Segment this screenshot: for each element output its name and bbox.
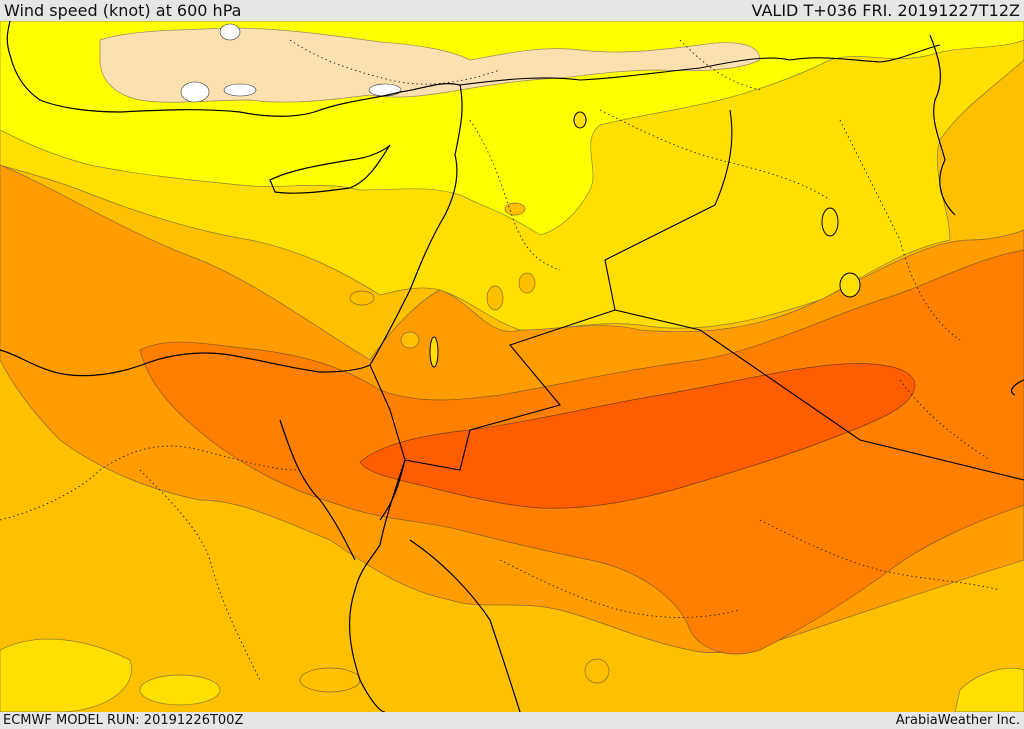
map-header: Wind speed (knot) at 600 hPa VALID T+036… <box>0 0 1024 21</box>
model-run-label: ECMWF MODEL RUN: 20191226T00Z <box>3 713 244 728</box>
coastlines <box>0 21 1024 712</box>
field-gold-cells <box>0 638 1024 712</box>
map-canvas <box>0 21 1024 712</box>
credit-label: ArabiaWeather Inc. <box>895 713 1020 728</box>
internal-boundaries <box>0 39 1001 681</box>
map-title: Wind speed (knot) at 600 hPa <box>4 1 242 20</box>
inland-lakes <box>429 111 861 368</box>
field-small-cells <box>299 202 610 693</box>
map-footer: ECMWF MODEL RUN: 20191226T00Z ArabiaWeat… <box>0 712 1024 729</box>
field-band-7 <box>359 363 916 509</box>
field-band-1 <box>99 27 761 103</box>
valid-time: VALID T+036 FRI. 20191227T12Z <box>751 1 1020 20</box>
wind-speed-map <box>0 21 1024 712</box>
field-white-cells <box>180 23 402 103</box>
national-borders <box>369 44 1024 481</box>
